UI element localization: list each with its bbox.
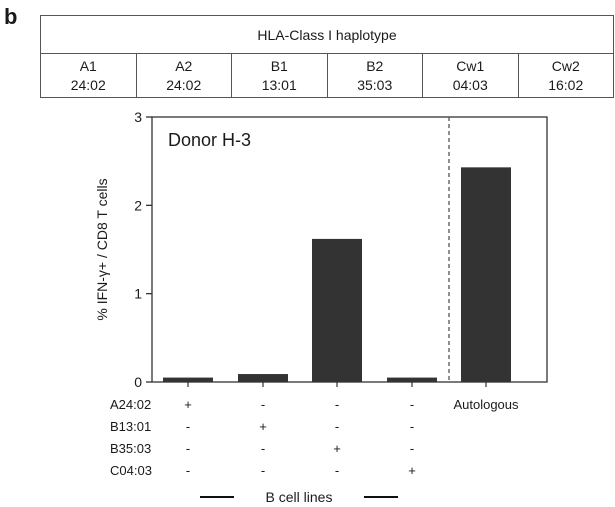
hla-column-b1: B1 13:01 [231,53,328,98]
allele-value: 24:02 [70,76,106,93]
bar [312,238,362,382]
condition-mark: - [186,419,190,434]
condition-mark: - [410,397,414,412]
condition-row-label: B35:03 [110,441,151,456]
y-axis-label: % IFN-γ+ / CD8 T cells [94,178,110,320]
condition-mark: - [261,463,265,478]
condition-mark: - [410,419,414,434]
condition-mark: - [261,441,265,456]
bar [461,167,511,382]
locus-label: A2 [175,57,193,74]
condition-row-label: A24:02 [110,397,151,412]
locus-label: A1 [79,57,97,74]
condition-mark: + [259,419,267,434]
hla-column-cw2: Cw2 16:02 [517,53,614,98]
hla-haplotype-table: HLA-Class I haplotype A1 24:02 A2 24:02 B1… [40,15,614,98]
hla-column-a1: A1 24:02 [40,53,137,98]
y-tick-label: 2 [134,197,142,213]
condition-mark: + [333,441,341,456]
y-tick-label: 3 [134,109,142,125]
condition-mark: - [335,397,339,412]
panel-label: b [4,4,18,29]
locus-label: Cw1 [456,57,485,74]
group-label: B cell lines [266,489,333,505]
autologous-label: Autologous [453,397,519,412]
allele-value: 04:03 [452,76,488,93]
locus-label: Cw2 [551,57,580,74]
allele-value: 35:03 [357,76,393,93]
condition-mark: + [408,463,416,478]
allele-value: 24:02 [166,76,202,93]
condition-mark: - [410,441,414,456]
y-tick-label: 0 [134,374,142,390]
locus-label: B2 [366,57,384,74]
condition-mark: - [186,463,190,478]
condition-mark: - [261,397,265,412]
bar [163,377,213,382]
bar [387,377,437,382]
condition-mark: + [184,397,192,412]
bar [238,374,288,382]
hla-column-a2: A2 24:02 [135,53,232,98]
condition-row-label: C04:03 [110,463,152,478]
condition-mark: - [335,419,339,434]
chart-title: Donor H-3 [168,130,251,150]
condition-row-label: B13:01 [110,419,151,434]
condition-mark: - [186,441,190,456]
locus-label: B1 [270,57,288,74]
allele-value: 13:01 [261,76,297,93]
allele-value: 16:02 [548,76,584,93]
hla-table-title: HLA-Class I haplotype [40,15,614,54]
y-tick-label: 1 [134,286,142,302]
condition-mark: - [335,463,339,478]
hla-column-b2: B2 35:03 [326,53,423,98]
